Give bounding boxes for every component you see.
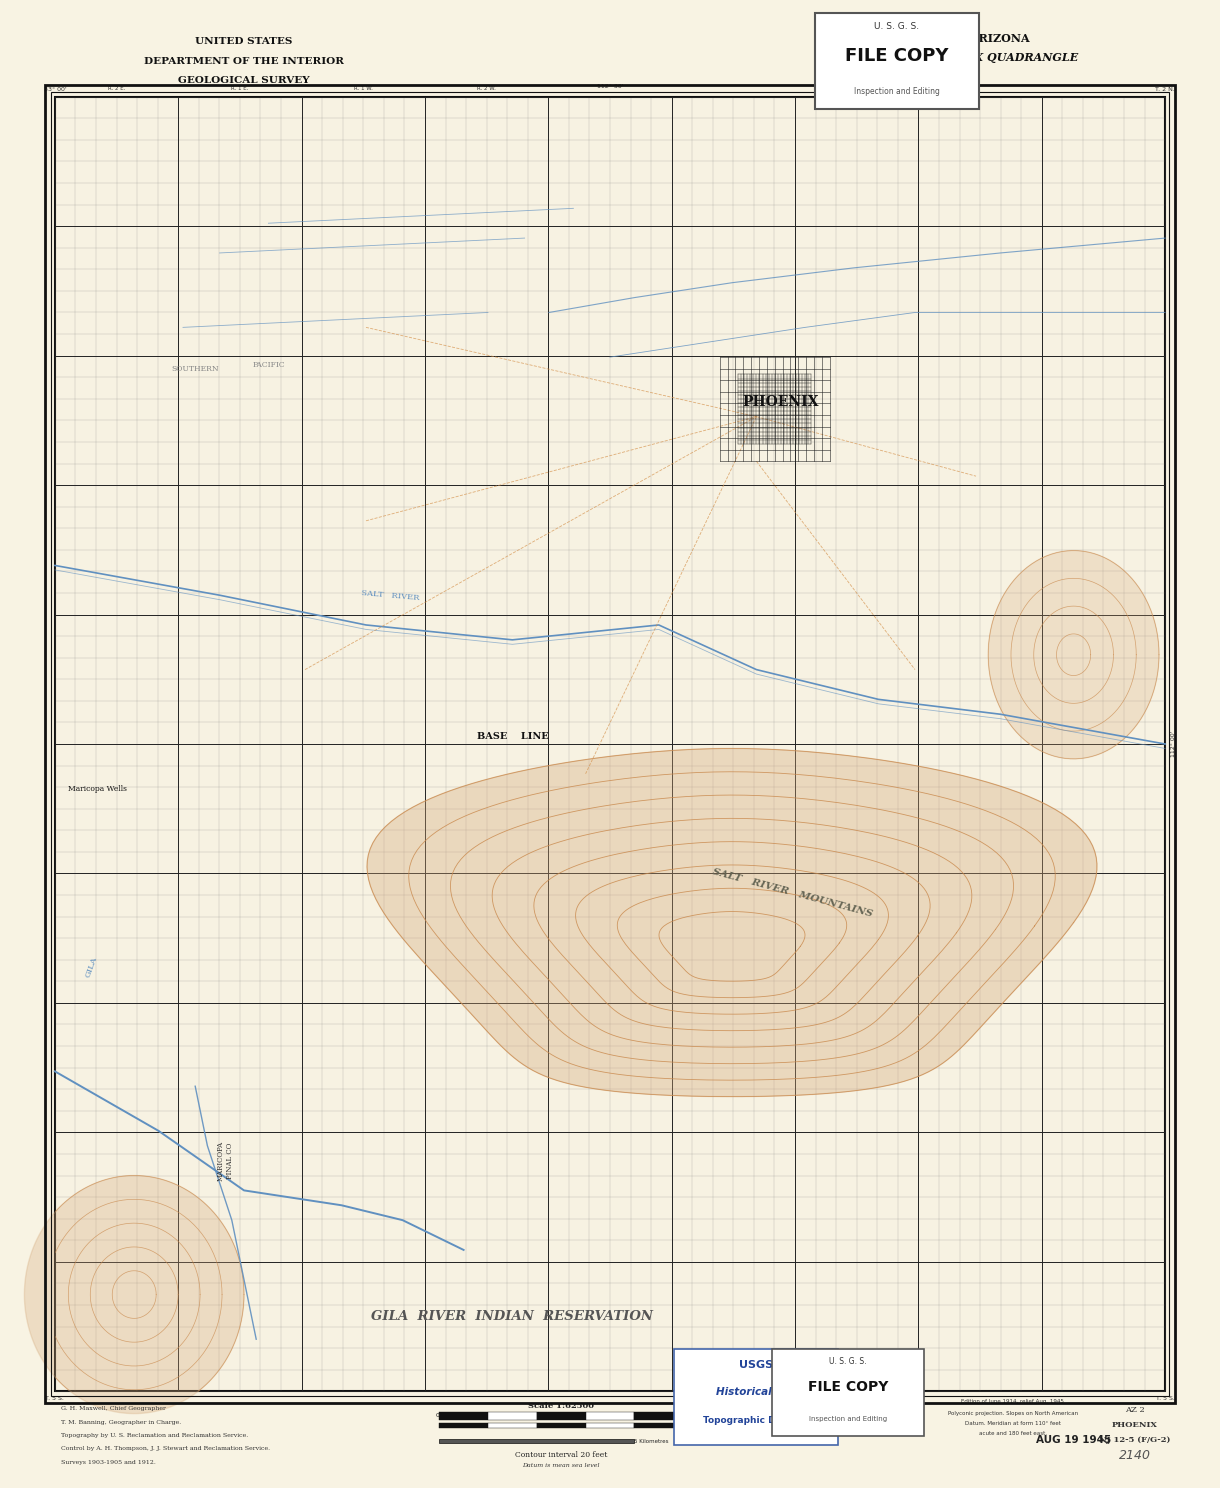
Bar	[439, 1439, 634, 1443]
Text: 0: 0	[436, 1412, 439, 1418]
Text: MARICOPA
PINAL CO: MARICOPA PINAL CO	[217, 1141, 234, 1180]
Text: UNITED STATES: UNITED STATES	[195, 37, 293, 46]
Text: T. 5 S.: T. 5 S.	[1155, 1396, 1175, 1400]
Text: Scale 1:62500: Scale 1:62500	[528, 1402, 594, 1409]
Text: 5 Kilometres: 5 Kilometres	[634, 1439, 669, 1443]
Text: Maricopa Wells: Maricopa Wells	[68, 784, 127, 793]
Text: Datum is mean sea level: Datum is mean sea level	[522, 1463, 600, 1467]
Text: BASE    LINE: BASE LINE	[477, 732, 548, 741]
Text: U. S. G. S.: U. S. G. S.	[875, 22, 919, 31]
Bar	[55, 97, 1165, 1391]
Text: Inspection and Editing: Inspection and Editing	[809, 1417, 887, 1423]
Text: Topographic Division: Topographic Division	[704, 1417, 809, 1426]
Text: acute and 180 feet east.: acute and 180 feet east.	[978, 1431, 1047, 1436]
Text: FILE COPY: FILE COPY	[808, 1381, 888, 1394]
Text: GEOLOGICAL SURVEY: GEOLOGICAL SURVEY	[178, 76, 310, 85]
Text: USGS: USGS	[739, 1360, 773, 1370]
Text: PHOENIX: PHOENIX	[1111, 1421, 1158, 1428]
Text: R. 2 E.: R. 2 E.	[107, 86, 126, 91]
Polygon shape	[988, 551, 1159, 759]
Text: R. 2 W.: R. 2 W.	[477, 86, 497, 91]
Text: AUG 19 1945: AUG 19 1945	[1036, 1436, 1111, 1445]
Bar	[51, 92, 1169, 1396]
Text: ARIZONA: ARIZONA	[971, 33, 1030, 43]
Text: T. M. Banning, Geographer in Charge.: T. M. Banning, Geographer in Charge.	[61, 1420, 182, 1424]
Text: Control by A. H. Thompson, J. J. Stewart and Reclamation Service.: Control by A. H. Thompson, J. J. Stewart…	[61, 1446, 270, 1451]
Text: NJ 12-5 (F/G-2): NJ 12-5 (F/G-2)	[1099, 1436, 1170, 1443]
Bar	[488, 1423, 537, 1428]
Bar	[586, 1423, 634, 1428]
Text: 2140: 2140	[1119, 1449, 1150, 1461]
Text: 5000 Yards: 5000 Yards	[683, 1423, 714, 1428]
Text: 112° 30': 112° 30'	[597, 85, 623, 89]
Text: R. 1 E.: R. 1 E.	[232, 86, 249, 91]
Text: Inspection and Editing: Inspection and Editing	[854, 86, 939, 95]
Text: U. S. G. S.: U. S. G. S.	[830, 1357, 866, 1366]
Bar	[586, 1412, 634, 1420]
Text: PACIFIC: PACIFIC	[253, 360, 284, 369]
Text: AZ 2: AZ 2	[1125, 1406, 1144, 1414]
Bar	[439, 1423, 488, 1428]
Text: DEPARTMENT OF THE INTERIOR: DEPARTMENT OF THE INTERIOR	[144, 57, 344, 65]
Text: GILA: GILA	[84, 955, 99, 979]
Text: PHOENIX QUADRANGLE: PHOENIX QUADRANGLE	[922, 52, 1078, 62]
Bar	[45, 85, 1175, 1403]
Text: G. H. Maxwell, Chief Geographer: G. H. Maxwell, Chief Geographer	[61, 1406, 166, 1411]
Text: SOUTHERN: SOUTHERN	[171, 365, 220, 373]
Text: PHOENIX: PHOENIX	[743, 394, 819, 409]
Text: Historical File: Historical File	[716, 1387, 797, 1397]
Text: R. 1 W.: R. 1 W.	[354, 86, 373, 91]
Text: FILE COPY: FILE COPY	[845, 46, 948, 64]
Text: Polyconic projection. Slopes on North American: Polyconic projection. Slopes on North Am…	[948, 1411, 1077, 1415]
Text: 5 Miles: 5 Miles	[683, 1412, 705, 1418]
Polygon shape	[24, 1176, 244, 1414]
Text: 33° 00': 33° 00'	[44, 88, 66, 92]
Text: Contour interval 20 feet: Contour interval 20 feet	[515, 1451, 608, 1458]
Bar	[537, 1412, 586, 1420]
Text: Edition of June 1914, relief Aug. 1945: Edition of June 1914, relief Aug. 1945	[961, 1399, 1064, 1403]
Bar	[488, 1412, 537, 1420]
Text: 112° 00': 112° 00'	[1171, 731, 1176, 757]
Text: SALT   RIVER   MOUNTAINS: SALT RIVER MOUNTAINS	[712, 868, 874, 918]
Bar	[537, 1423, 586, 1428]
Bar	[634, 1412, 683, 1420]
Text: GILA  RIVER  INDIAN  RESERVATION: GILA RIVER INDIAN RESERVATION	[371, 1311, 654, 1323]
Text: SALT   RIVER: SALT RIVER	[361, 589, 420, 601]
Text: T. 2 N.: T. 2 N.	[1155, 88, 1175, 92]
Text: Surveys 1903-1905 and 1912.: Surveys 1903-1905 and 1912.	[61, 1460, 156, 1464]
Bar	[634, 1423, 683, 1428]
Text: Datum. Meridian at form 110° feet: Datum. Meridian at form 110° feet	[965, 1421, 1060, 1426]
Polygon shape	[367, 748, 1097, 1097]
Bar	[439, 1412, 488, 1420]
Text: Topography by U. S. Reclamation and Reclamation Service.: Topography by U. S. Reclamation and Recl…	[61, 1433, 248, 1437]
Text: T. 5 S.: T. 5 S.	[45, 1396, 65, 1400]
